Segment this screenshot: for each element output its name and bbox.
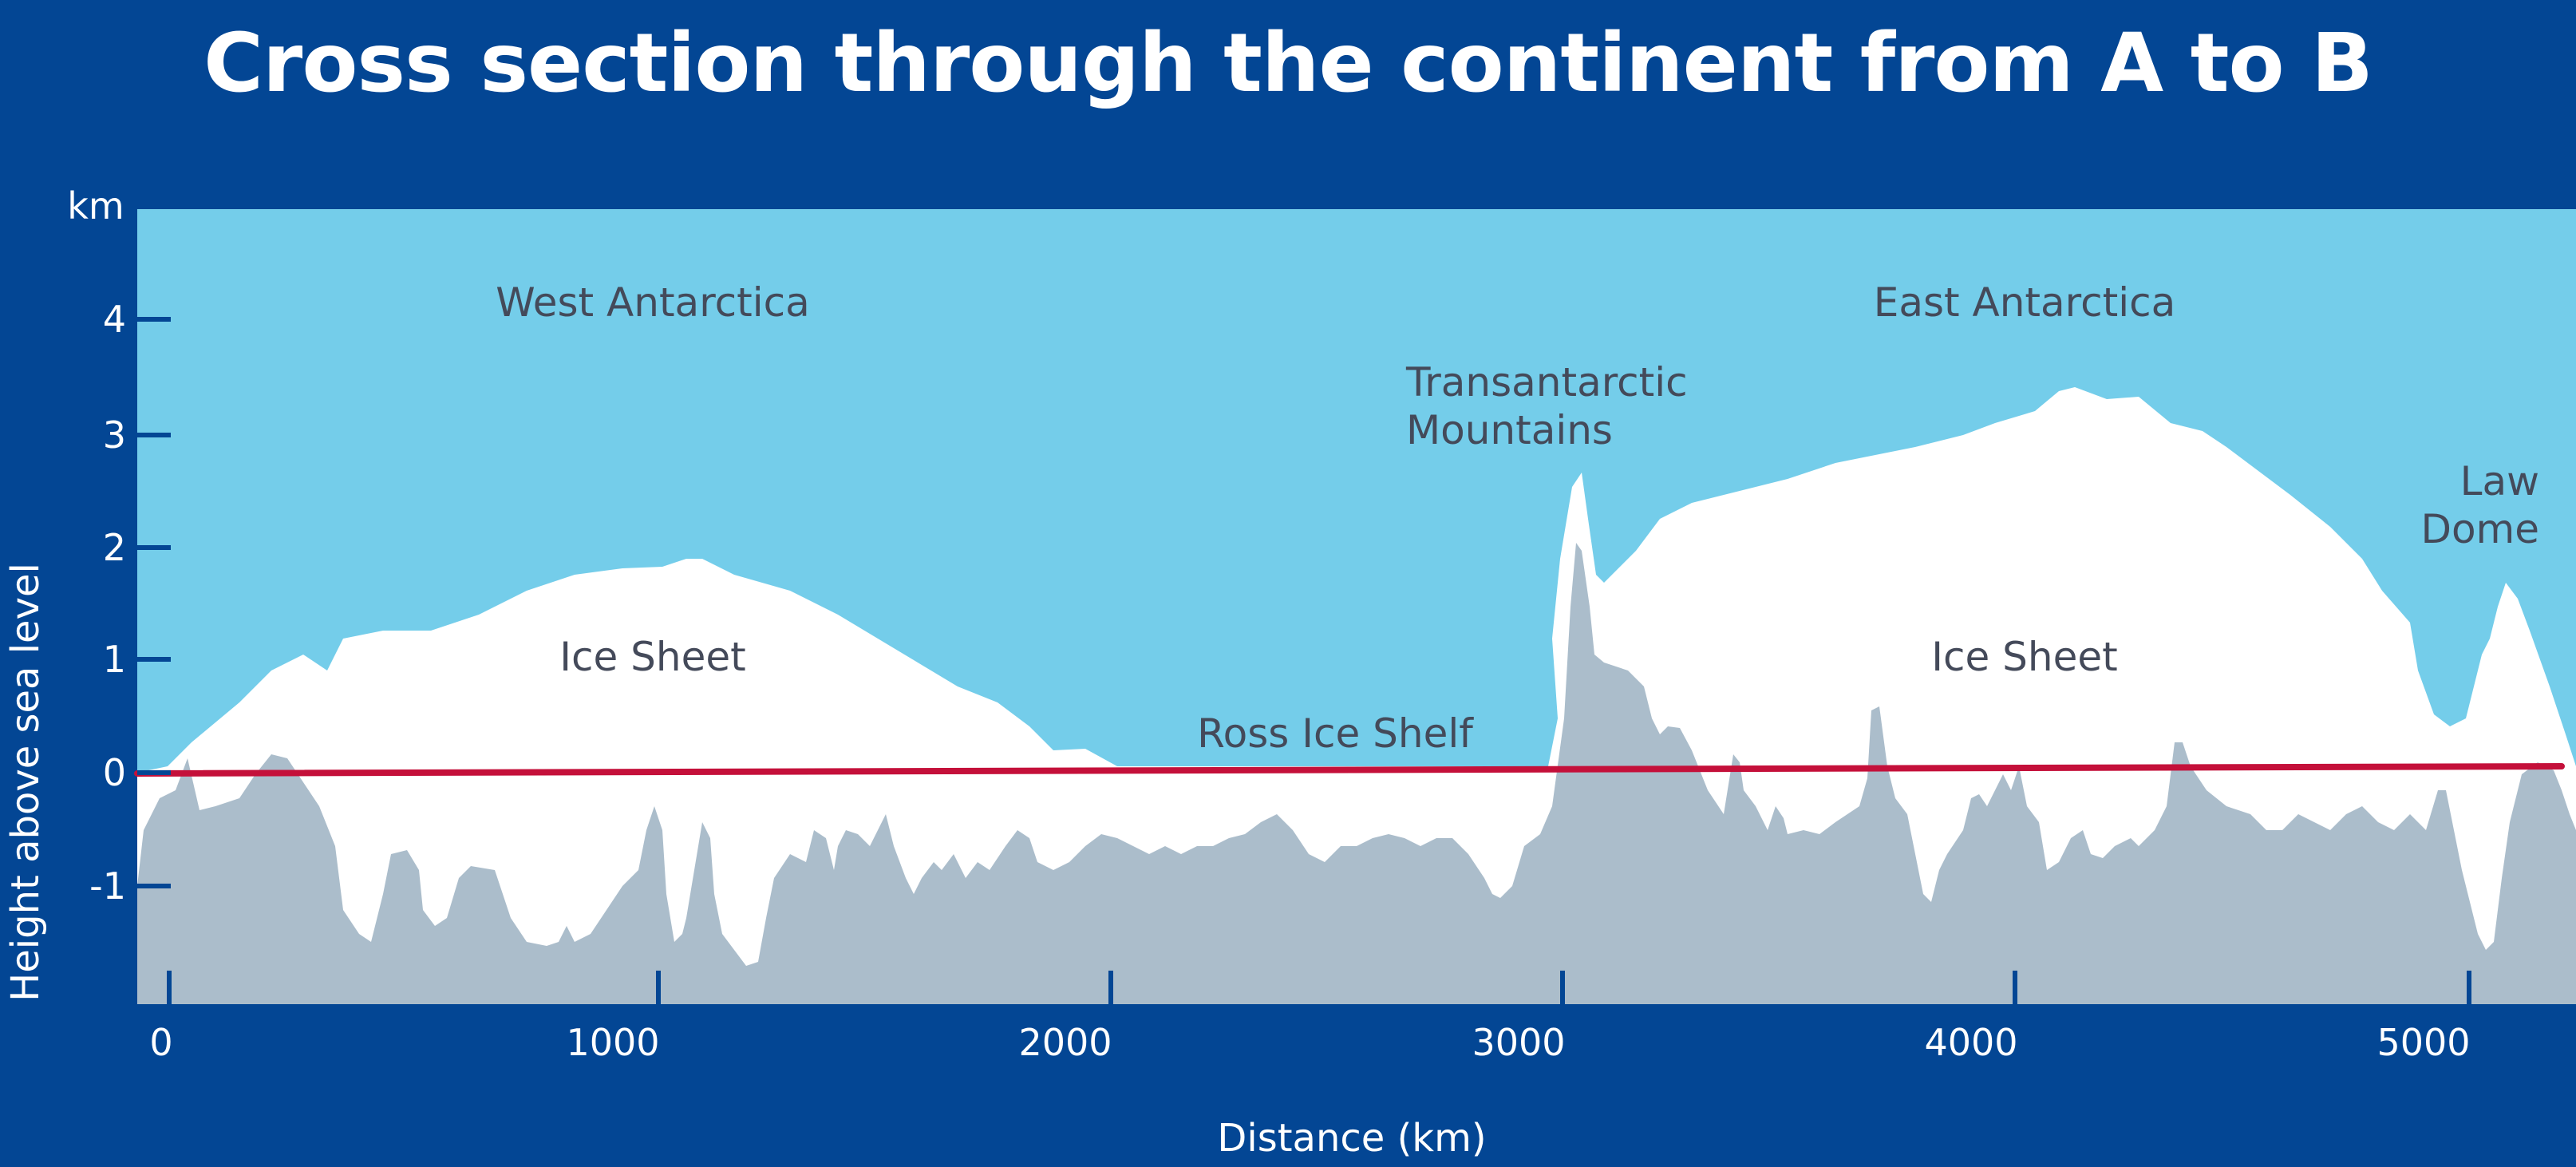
diagram-title: Cross section through the continent from… (203, 16, 2373, 111)
y-unit-label: km (67, 184, 124, 227)
transantarctic-label-line2: Mountains (1406, 407, 1613, 453)
east-antarctica-label: East Antarctica (1874, 279, 2176, 326)
law-dome-label-line1: Law (2460, 458, 2539, 504)
x-tick-label: 1000 (566, 1021, 659, 1064)
x-axis (167, 971, 2471, 1004)
ice-sheet-west-label: Ice Sheet (559, 634, 745, 680)
transantarctic-label-line1: Transantarctic (1405, 359, 1688, 405)
y-axis (137, 317, 171, 888)
x-axis-title: Distance (km) (1217, 1116, 1486, 1161)
y-axis-title: Height above sea level (3, 563, 48, 1002)
x-tick-label: 2000 (1018, 1021, 1112, 1064)
sea-level-line (134, 763, 2565, 777)
x-tick-label: 3000 (1472, 1021, 1565, 1064)
x-tick-label: 4000 (1924, 1021, 2017, 1064)
ice-sheet-east-label: Ice Sheet (1931, 634, 2117, 680)
y-tick-label: -1 (89, 864, 126, 908)
y-tick-label: 2 (103, 526, 126, 569)
y-tick-label: 1 (103, 638, 126, 681)
x-tick-label: 5000 (2376, 1021, 2470, 1064)
west-antarctica-label: West Antarctica (496, 279, 810, 326)
x-tick-label: 0 (149, 1021, 172, 1064)
y-tick-label: 3 (103, 413, 126, 457)
bedrock-shape (137, 543, 2576, 1004)
ross-ice-shelf-label: Ross Ice Shelf (1197, 710, 1474, 757)
law-dome-label-line2: Dome (2420, 506, 2539, 552)
y-tick-label: 4 (103, 298, 126, 341)
y-tick-label: 0 (103, 751, 126, 794)
